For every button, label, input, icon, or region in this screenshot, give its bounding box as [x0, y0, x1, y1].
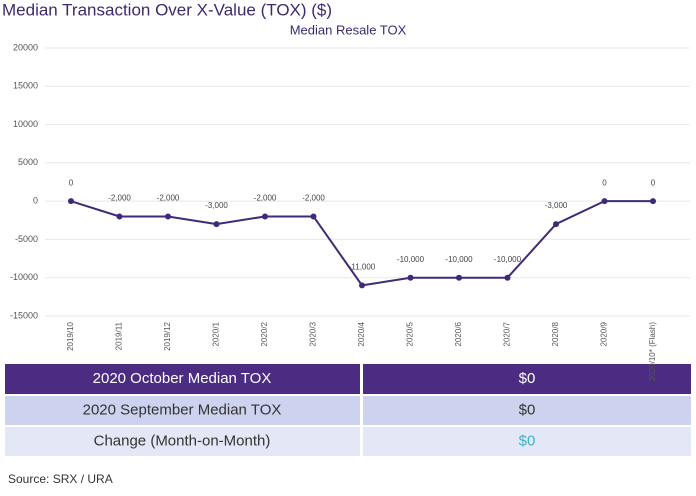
marker	[456, 274, 462, 281]
table-label: 2020 September Median TOX	[83, 401, 282, 418]
table-cell	[5, 364, 360, 394]
table-label: Change (Month-on-Month)	[94, 432, 271, 449]
y-tick-label: 0	[33, 196, 38, 206]
marker	[68, 198, 74, 205]
y-tick-label: 10000	[13, 119, 38, 129]
x-tick-label: 2020/1	[212, 321, 221, 346]
x-tick-label: 2020/6	[454, 321, 463, 346]
x-tick-label: 2020/7	[503, 321, 512, 346]
data-label: -2,000	[108, 194, 131, 203]
x-tick-label: 2020/10* (Flash)	[648, 322, 657, 381]
x-tick-label: 2020/5	[406, 321, 415, 346]
data-label: -10,000	[397, 255, 425, 264]
data-label: -10,000	[494, 255, 522, 264]
data-label: -2,000	[302, 194, 325, 203]
x-tick-label: 2020/8	[551, 321, 560, 346]
x-tick-label: 2019/10	[66, 321, 75, 350]
data-label: -11,000	[349, 262, 376, 271]
data-label: -2,000	[254, 194, 277, 203]
table-cell	[5, 396, 360, 425]
table-cell	[5, 427, 360, 456]
y-tick-label: 15000	[13, 81, 38, 91]
data-label: -2,000	[157, 194, 180, 203]
marker	[165, 213, 171, 220]
marker	[359, 282, 365, 289]
y-tick-label: 5000	[18, 157, 38, 167]
line	[70, 200, 653, 287]
table-value: $0	[519, 370, 536, 387]
marker	[116, 213, 123, 220]
table-cell	[363, 396, 691, 425]
marker	[262, 213, 268, 220]
chart-title: Median Transaction Over X-Value (TOX) ($…	[2, 0, 332, 19]
data-label: -3,000	[205, 201, 228, 210]
y-tick-label: -10000	[10, 272, 38, 282]
table-label: 2020 October Median TOX	[93, 370, 272, 387]
data-label: -10,000	[445, 255, 473, 264]
data-label: 0	[651, 178, 656, 187]
table-value: $0	[519, 432, 536, 449]
data-label: 0	[69, 178, 74, 187]
x-tick-label: 2019/11	[115, 321, 124, 350]
marker	[407, 274, 414, 281]
chart-subtitle: Median Resale TOX	[290, 22, 407, 37]
marker	[310, 213, 317, 220]
y-tick-label: -5000	[15, 234, 38, 244]
y-tick-label: 20000	[13, 42, 38, 52]
data-label: 0	[602, 178, 607, 187]
marker	[650, 198, 656, 205]
x-tick-label: 2019/12	[163, 321, 172, 350]
marker	[213, 221, 220, 228]
source: Source: SRX / URA	[8, 472, 113, 486]
x-tick-label: 2020/3	[309, 321, 318, 346]
marker	[553, 221, 559, 228]
table-value: $0	[519, 401, 536, 418]
x-tick-label: 2020/9	[600, 321, 609, 346]
x-tick-label: 2020/2	[260, 321, 269, 346]
data-label: -3,000	[545, 201, 568, 210]
marker	[504, 274, 511, 281]
x-tick-label: 2020/4	[357, 321, 366, 346]
y-tick-label: -15000	[10, 310, 38, 320]
table-cell	[363, 427, 691, 456]
marker	[601, 198, 608, 205]
table-cell	[363, 364, 691, 394]
